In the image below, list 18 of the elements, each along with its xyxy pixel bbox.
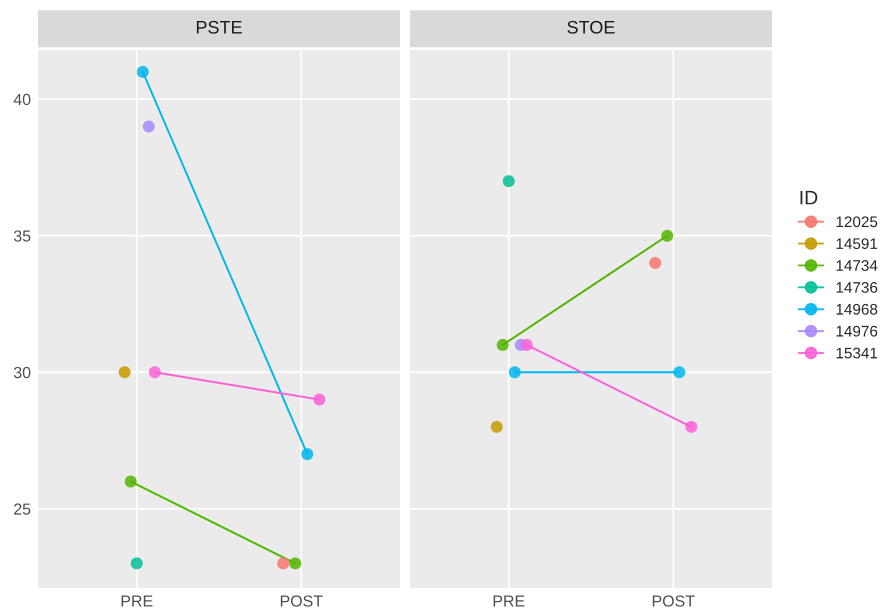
y-tick-label: 35 [14, 230, 30, 242]
x-tick-label: PRE [122, 596, 152, 607]
x-tick-label: POST [280, 595, 323, 607]
chart-title: PSTE [196, 20, 242, 34]
legend-label: 12025 [836, 216, 878, 228]
legend-label: 14734 [836, 260, 878, 271]
legend-label: 14968 [836, 304, 878, 315]
x-tick-label: POST [652, 595, 695, 607]
legend-title: ID [800, 190, 818, 204]
legend-label: 14591 [836, 238, 878, 250]
chart-title: STOE [567, 20, 615, 34]
legend-label: 14736 [836, 282, 878, 293]
y-tick-label: 30 [14, 366, 30, 378]
legend-label: 15341 [836, 348, 878, 358]
y-tick-label: 25 [14, 503, 30, 515]
y-tick-label: 40 [14, 94, 30, 106]
x-tick-label: PRE [494, 596, 524, 607]
legend-label: 14976 [836, 326, 878, 337]
